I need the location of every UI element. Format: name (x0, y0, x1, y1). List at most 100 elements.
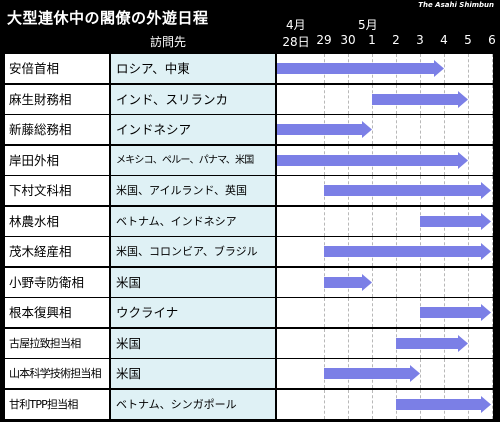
day-gridline (324, 389, 325, 419)
minister-name: 岸田外相 (5, 145, 109, 175)
day-gridline (348, 328, 349, 358)
day-gridline (468, 115, 469, 144)
destination-label: ウクライナ (111, 298, 275, 327)
day-gridline (348, 298, 349, 327)
schedule-row: 山本科学技術担当相 米国 (5, 359, 493, 388)
day-gridline (348, 206, 349, 236)
trip-bar (396, 334, 468, 352)
day-gridline (468, 54, 469, 83)
chart-title: 大型連休中の閣僚の外遊日程 (7, 9, 209, 27)
day-gridline (492, 54, 493, 83)
day-gridline (324, 328, 325, 358)
destination-column-header: 訪問先 (150, 35, 187, 49)
day-gridline (492, 298, 493, 327)
timeline-cell (277, 145, 493, 175)
day-gridline (492, 328, 493, 358)
destination-label: 米国、アイルランド、英国 (111, 176, 275, 205)
schedule-row: 下村文科相 米国、アイルランド、英国 (5, 176, 493, 205)
destination-label: 米国 (111, 328, 275, 358)
schedule-row: 茂木経産相 米国、コロンビア、ブラジル (5, 237, 493, 266)
day-gridline (396, 267, 397, 297)
trip-bar (420, 212, 491, 230)
minister-name: 茂木経産相 (5, 237, 109, 266)
schedule-row: 根本復興相 ウクライナ (5, 298, 493, 327)
minister-name: 林農水相 (5, 206, 109, 236)
day-gridline (468, 84, 469, 114)
timeline-cell (277, 206, 493, 236)
day-gridline (444, 267, 445, 297)
day-gridline (444, 115, 445, 144)
day-gridline (492, 145, 493, 175)
trip-bar (420, 304, 491, 321)
month-label: 4月 (286, 18, 306, 32)
day-gridline (372, 267, 373, 297)
x-tick-label: 5 (464, 33, 472, 47)
x-tick-label: 28日 (282, 35, 310, 49)
destination-label: ベトナム、インドネシア (111, 206, 275, 236)
timeline-cell (277, 267, 493, 297)
trip-bar (277, 121, 372, 138)
x-tick-label: 1 (368, 33, 376, 47)
day-gridline (492, 84, 493, 114)
day-gridline (324, 84, 325, 114)
trip-bar (396, 395, 491, 413)
timeline-cell (277, 54, 493, 83)
day-gridline (372, 115, 373, 144)
day-gridline (348, 389, 349, 419)
timeline-cell (277, 115, 493, 144)
timeline-cell (277, 389, 493, 419)
day-gridline (396, 298, 397, 327)
x-tick-label: 2 (392, 33, 400, 47)
schedule-row: 林農水相 ベトナム、インドネシア (5, 206, 493, 236)
x-tick-label: 4 (440, 33, 448, 47)
day-gridline (444, 359, 445, 388)
day-gridline (468, 267, 469, 297)
timeline-cell (277, 328, 493, 358)
x-tick-label: 29 (316, 33, 332, 47)
minister-name: 下村文科相 (5, 176, 109, 205)
trip-bar (277, 60, 444, 77)
day-gridline (444, 54, 445, 83)
trip-bar (324, 365, 420, 382)
day-gridline (372, 328, 373, 358)
destination-label: インドネシア (111, 115, 275, 144)
x-tick-label: 3 (416, 33, 424, 47)
destination-label: 米国 (111, 359, 275, 388)
schedule-row: 小野寺防衛相 米国 (5, 267, 493, 297)
timeline-cell (277, 176, 493, 205)
schedule-row: 甘利TPP担当相 ベトナム、シンガポール (5, 389, 493, 419)
destination-label: 米国 (111, 267, 275, 297)
x-tick-label: 6 (488, 33, 496, 47)
x-tick-label: 30 (340, 33, 356, 47)
schedule-row: 安倍首相 ロシア、中東 (5, 54, 493, 83)
destination-label: インド、スリランカ (111, 84, 275, 114)
trip-bar (324, 182, 491, 199)
day-gridline (372, 389, 373, 419)
trip-bar (324, 243, 491, 260)
minister-name: 麻生財務相 (5, 84, 109, 114)
destination-label: ロシア、中東 (111, 54, 275, 83)
minister-name: 甘利TPP担当相 (5, 389, 109, 419)
credit-label: The Asahi Shimbun (418, 1, 494, 9)
trip-bar (324, 273, 372, 291)
day-gridline (372, 206, 373, 236)
day-gridline (492, 237, 493, 266)
day-gridline (396, 115, 397, 144)
day-gridline (492, 389, 493, 419)
minister-name: 根本復興相 (5, 298, 109, 327)
minister-name: 新藤総務相 (5, 115, 109, 144)
day-gridline (324, 298, 325, 327)
destination-label: 米国、コロンビア、ブラジル (111, 237, 275, 266)
minister-name: 山本科学技術担当相 (5, 359, 109, 388)
month-label: 5月 (358, 18, 378, 32)
day-gridline (468, 359, 469, 388)
day-gridline (492, 176, 493, 205)
day-gridline (324, 206, 325, 236)
timeline-cell (277, 84, 493, 114)
schedule-row: 岸田外相 メキシコ、ペルー、パナマ、米国 (5, 145, 493, 175)
minister-name: 安倍首相 (5, 54, 109, 83)
day-gridline (492, 359, 493, 388)
trip-bar (277, 151, 468, 169)
day-gridline (492, 267, 493, 297)
